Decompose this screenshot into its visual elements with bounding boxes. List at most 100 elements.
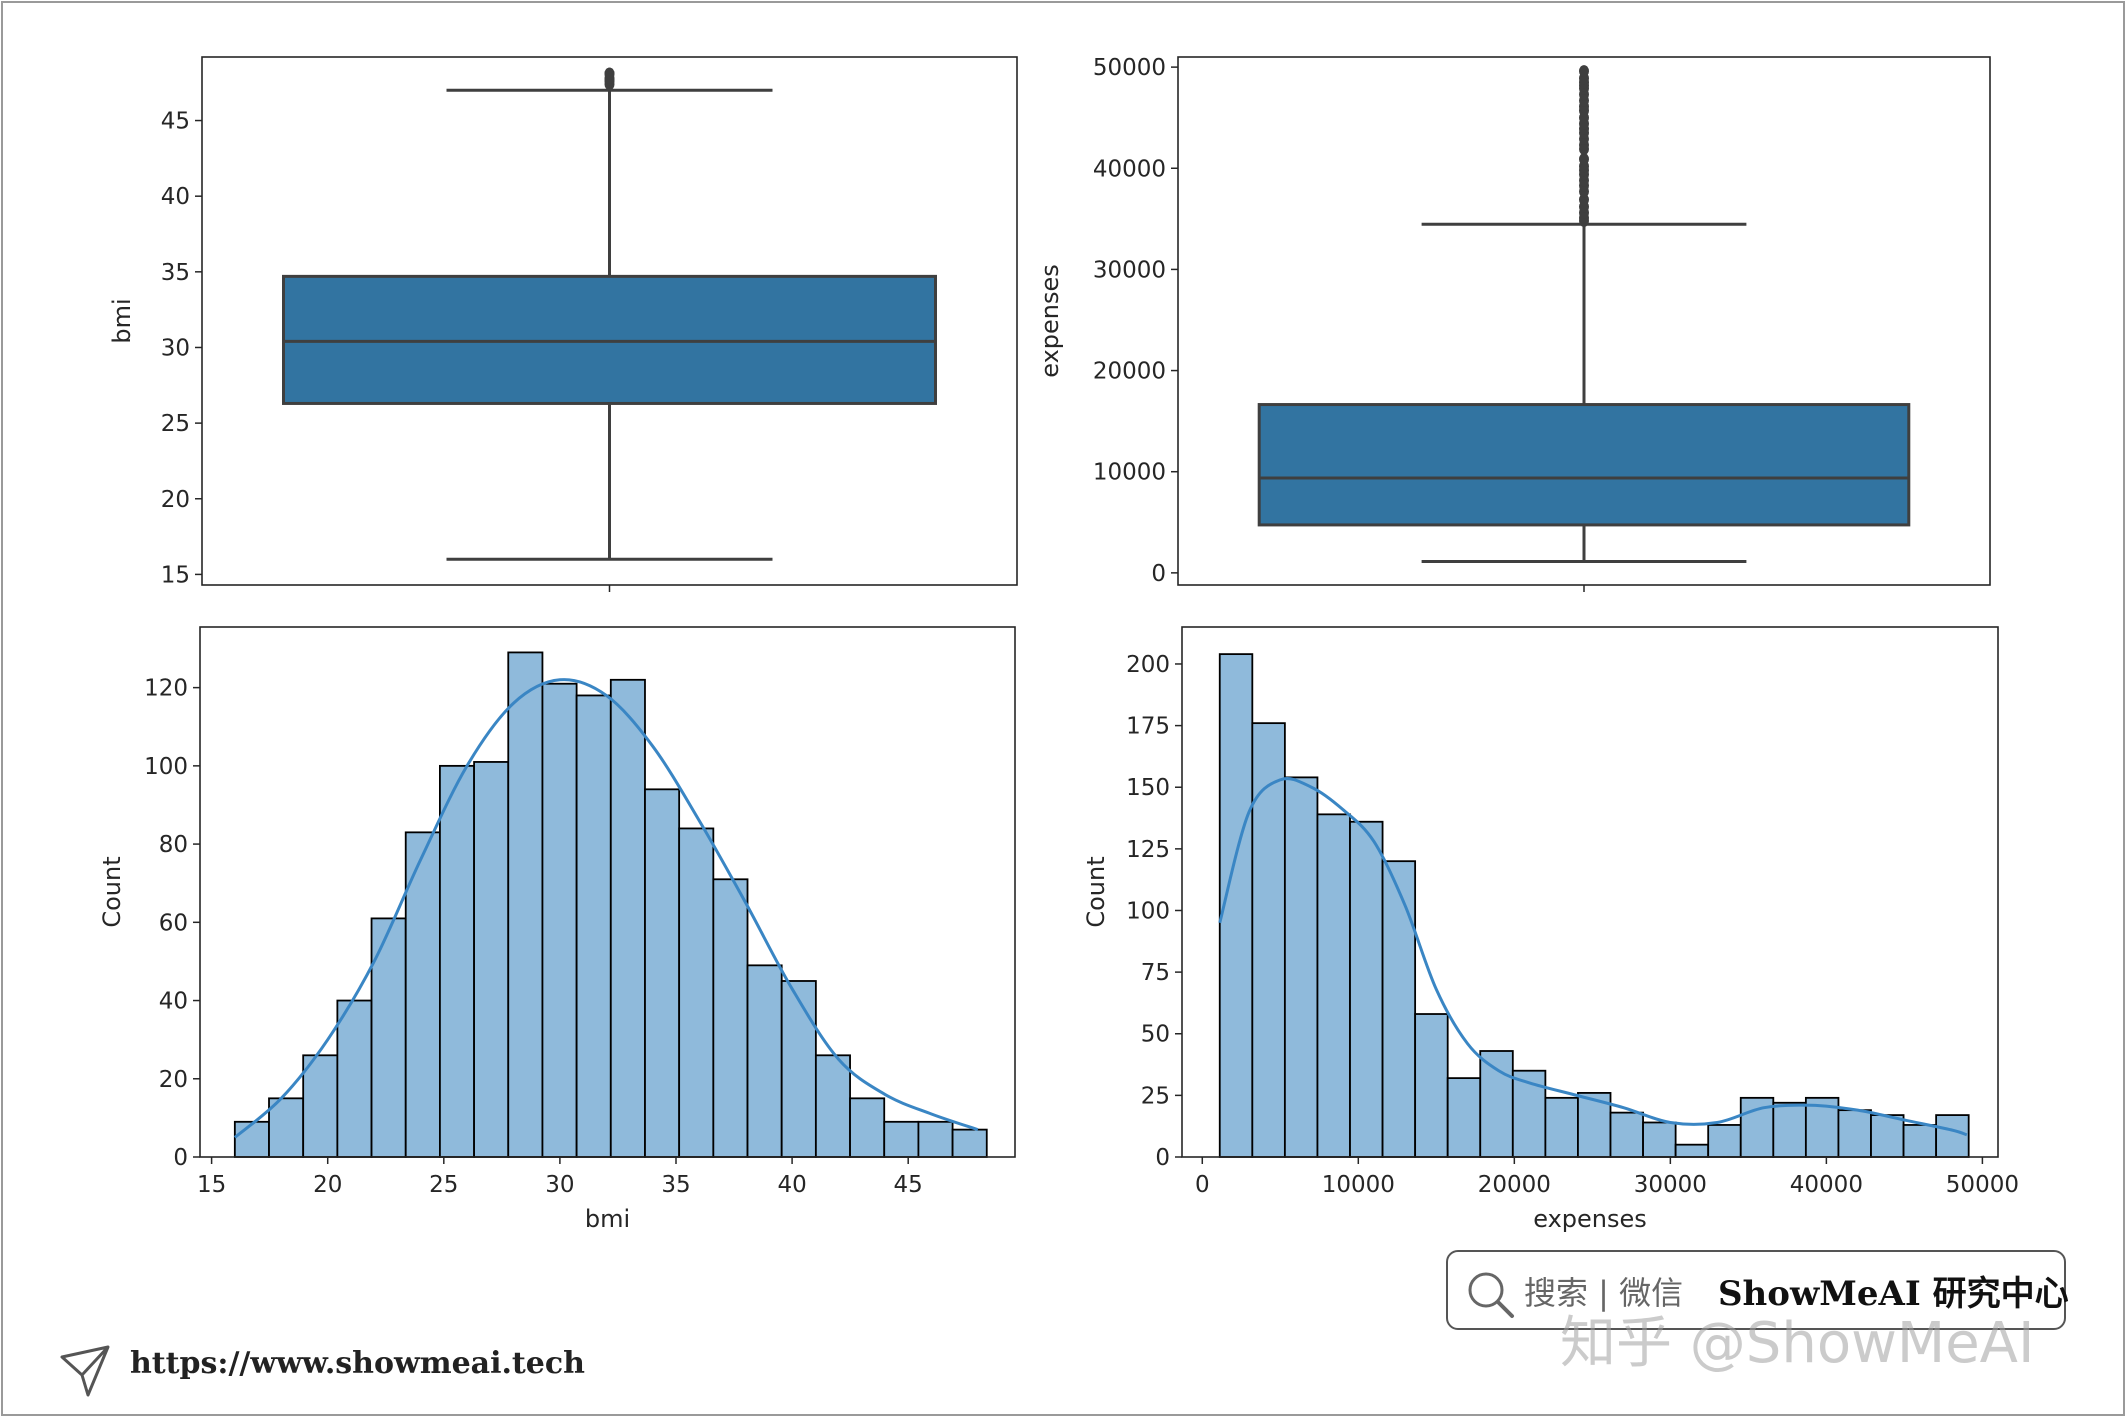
y-tick-label: 35 — [161, 260, 190, 286]
hist-bar — [746, 964, 783, 1158]
hist-bar — [473, 761, 510, 1158]
y-tick-label: 20 — [161, 487, 190, 513]
y-tick-label: 75 — [1141, 960, 1170, 986]
box-iqr — [282, 274, 937, 405]
x-tick-label: 50000 — [1946, 1172, 2019, 1198]
y-tick-label: 100 — [1126, 898, 1170, 924]
hist-bar — [678, 827, 715, 1158]
y-tick-label: 20 — [159, 1067, 188, 1093]
hist-bar — [1837, 1109, 1872, 1158]
hist-bar — [1349, 820, 1384, 1158]
badge-text: 搜索 | 微信 — [1524, 1274, 1684, 1312]
hist-bar — [644, 788, 681, 1158]
x-tick-label: 25 — [429, 1172, 458, 1198]
y-axis-label: bmi — [108, 298, 136, 343]
hist-bar — [1870, 1114, 1905, 1158]
x-tick-label: 15 — [197, 1172, 226, 1198]
y-tick-label: 50000 — [1093, 55, 1166, 81]
y-tick-label: 0 — [1155, 1145, 1170, 1171]
hist-bar — [1609, 1111, 1644, 1158]
hist-bar — [404, 831, 441, 1158]
badge-brand: ShowMeAI 研究中心 — [1718, 1274, 2069, 1314]
hist-bar — [1935, 1114, 1970, 1158]
hist-bar — [609, 678, 646, 1158]
y-axis-label: Count — [1082, 856, 1110, 927]
hist-bar — [439, 764, 475, 1158]
hist-bar — [1414, 1013, 1449, 1158]
outlier-point — [604, 67, 615, 80]
hist-bar — [712, 878, 749, 1158]
send-icon — [60, 1345, 110, 1397]
hist-bar — [1674, 1143, 1710, 1158]
kde-line — [1218, 777, 1968, 1137]
y-tick-label: 40 — [161, 184, 190, 210]
hist-bar — [780, 980, 817, 1158]
hist-bar — [849, 1097, 886, 1158]
x-tick-label: 20 — [313, 1172, 342, 1198]
hist-bar — [1316, 813, 1351, 1158]
x-tick-label: 45 — [894, 1172, 923, 1198]
y-tick-label: 30000 — [1093, 257, 1166, 283]
kde-line — [233, 678, 979, 1139]
hist-bar — [1251, 722, 1286, 1158]
outlier-point — [1579, 153, 1589, 166]
hist-bar — [1707, 1124, 1742, 1158]
y-tick-label: 20000 — [1093, 359, 1166, 385]
x-tick-label: 30 — [545, 1172, 574, 1198]
y-tick-label: 50 — [1141, 1022, 1170, 1048]
x-tick-label: 35 — [661, 1172, 690, 1198]
y-axis-label: Count — [98, 856, 126, 927]
y-tick-label: 15 — [161, 562, 190, 588]
hist-bar — [1642, 1121, 1677, 1158]
x-axis-label: bmi — [585, 1205, 630, 1233]
hist-bar — [1283, 776, 1319, 1158]
y-tick-label: 80 — [159, 832, 188, 858]
hist-bar — [268, 1097, 305, 1158]
y-tick-label: 0 — [1151, 561, 1166, 587]
outlier-point — [1579, 65, 1589, 78]
hist-bar — [917, 1120, 954, 1158]
hist-bar — [233, 1120, 270, 1158]
hist-bar — [951, 1128, 988, 1158]
y-tick-label: 30 — [161, 335, 190, 361]
y-tick-label: 25 — [1141, 1083, 1170, 1109]
histogram-frame — [199, 626, 1016, 1158]
hist-bar — [883, 1120, 920, 1158]
hist-bar — [1902, 1124, 1938, 1158]
box-iqr — [1257, 403, 1911, 527]
x-tick-label: 20000 — [1478, 1172, 1551, 1198]
y-tick-label: 150 — [1126, 775, 1170, 801]
search-icon — [1468, 1272, 1514, 1318]
x-tick-label: 30000 — [1634, 1172, 1707, 1198]
y-tick-label: 10000 — [1093, 460, 1166, 486]
hist-bar — [541, 682, 578, 1158]
y-tick-label: 120 — [144, 676, 188, 702]
hist-bar — [1446, 1077, 1482, 1158]
x-tick-label: 40 — [777, 1172, 806, 1198]
y-tick-label: 200 — [1126, 652, 1170, 678]
hist-bar — [1544, 1096, 1579, 1158]
y-axis-label: expenses — [1036, 264, 1064, 378]
x-tick-label: 0 — [1195, 1172, 1210, 1198]
y-tick-label: 125 — [1126, 837, 1170, 863]
hist-bar — [302, 1054, 339, 1158]
y-tick-label: 25 — [161, 411, 190, 437]
hist-bar — [814, 1054, 851, 1158]
histogram-frame — [1181, 626, 1999, 1158]
hist-bar — [1381, 860, 1417, 1158]
y-tick-label: 100 — [144, 754, 188, 780]
hist-bar — [507, 651, 544, 1158]
x-tick-label: 40000 — [1790, 1172, 1863, 1198]
watermark: 知乎 @ShowMeAI — [1560, 1311, 2035, 1376]
search-badge: 搜索 | 微信 ShowMeAI 研究中心 — [1446, 1250, 2069, 1330]
y-tick-label: 45 — [161, 109, 190, 135]
hist-bar — [1479, 1050, 1514, 1158]
y-tick-label: 175 — [1126, 714, 1170, 740]
y-tick-label: 60 — [159, 910, 188, 936]
hist-bar — [336, 999, 373, 1158]
footer-url[interactable]: https://www.showmeai.tech — [130, 1346, 585, 1381]
y-tick-label: 40000 — [1093, 156, 1166, 182]
hist-bar — [575, 694, 612, 1158]
